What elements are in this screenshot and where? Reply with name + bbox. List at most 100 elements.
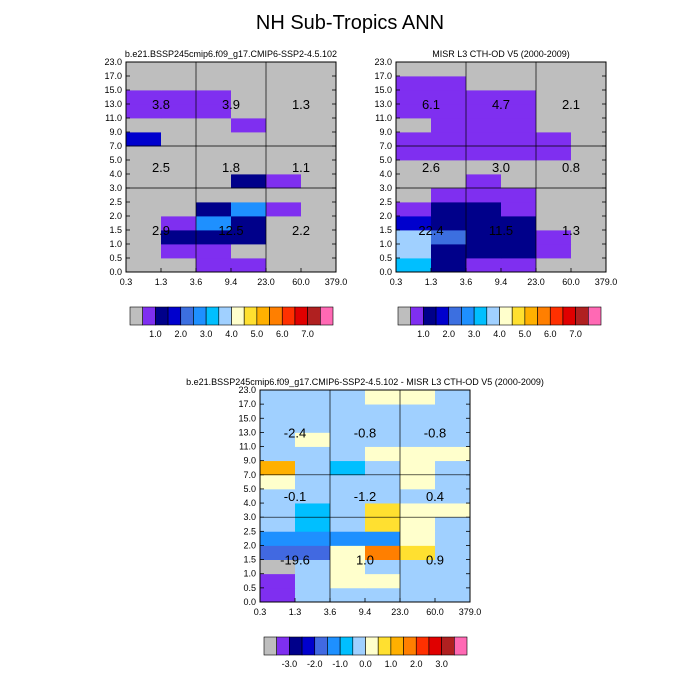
obs-summary-value: 11.5: [489, 223, 513, 238]
model-colorbar-label: 6.0: [276, 329, 289, 339]
colorbars: 1.0 2.0 3.0 4.0 5.0 6.0 7.0 1.0 2.0 3.0 4.0 5.0 6.0 7…: [129, 306, 602, 669]
obs-summary-value: 0.8: [562, 160, 580, 175]
obs-cell: [431, 202, 467, 217]
diff-cell: [295, 474, 331, 490]
model-cell: [161, 160, 197, 175]
model-cell: [126, 132, 162, 147]
model-colorbar-swatch: [269, 306, 283, 326]
obs-cell: [571, 174, 607, 189]
obs-cell: [431, 90, 467, 105]
model-cell: [161, 202, 197, 217]
obs-cell: [396, 202, 432, 217]
obs-cell: [466, 188, 502, 203]
diff-cell: [400, 390, 436, 405]
model-y-tick-label: 0.5: [109, 253, 122, 263]
model-colorbar-swatch: [307, 306, 321, 326]
model-y-tick-label: 7.0: [109, 141, 122, 151]
obs-colorbar-label: 2.0: [442, 329, 455, 339]
diff-cell: [330, 573, 366, 589]
model-cell: [301, 160, 337, 175]
obs-colorbar-swatch: [461, 306, 475, 326]
diff-x-tick-label: 60.0: [426, 607, 444, 617]
model-cell: [301, 174, 337, 189]
obs-cell: [466, 132, 502, 147]
model-cell: [196, 258, 232, 273]
obs-y-tick-label: 1.0: [379, 239, 392, 249]
obs-colorbar-label: 6.0: [544, 329, 557, 339]
model-colorbar-label: 2.0: [174, 329, 187, 339]
diff-cell: [260, 587, 296, 603]
diff-x-tick-label: 23.0: [391, 607, 409, 617]
obs-colorbar-swatch: [549, 306, 564, 326]
model-cell: [301, 118, 337, 133]
obs-cell: [431, 132, 467, 147]
model-cell: [266, 62, 302, 77]
diff-cell: [435, 531, 471, 546]
obs-cell: [501, 146, 537, 161]
obs-y-tick-label: 5.0: [379, 155, 392, 165]
obs-y-tick-label: 3.0: [379, 183, 392, 193]
diff-colorbar-swatch: [377, 636, 392, 656]
model-y-tick-label: 13.0: [104, 99, 122, 109]
obs-cell: [396, 62, 432, 77]
diff-cell: [295, 587, 331, 603]
diff-cell: [330, 545, 366, 560]
diff-cell: [330, 531, 366, 546]
diff-cell: [330, 432, 366, 447]
diff-colorbar-label: 3.0: [435, 659, 448, 669]
diff-y-tick-label: 3.0: [243, 512, 256, 522]
obs-cell: [396, 216, 432, 231]
model-colorbar-swatch: [218, 306, 232, 326]
model-cell: [126, 76, 162, 91]
obs-cell: [396, 230, 432, 245]
diff-cell: [400, 545, 436, 560]
model-cell: [196, 174, 232, 189]
diff-cell: [295, 517, 331, 532]
obs-cell: [571, 132, 607, 147]
diff-cell: [400, 432, 436, 447]
diff-colorbar-swatch: [454, 636, 468, 656]
diff-cell: [295, 404, 331, 419]
diff-x-tick-label: 0.3: [254, 607, 267, 617]
diff-x-tick-label: 379.0: [459, 607, 482, 617]
model-cell: [126, 258, 162, 273]
diff-cell: [295, 460, 331, 476]
diff-cell: [365, 531, 401, 546]
diff-colorbar: -3.0 -2.0 -1.0 0.0 1.0 2.0 3.0: [263, 636, 468, 669]
diff-colorbar-swatch: [428, 636, 442, 656]
diff-summary-value: -0.8: [354, 425, 376, 440]
obs-colorbar-swatch: [473, 306, 488, 326]
obs-colorbar-swatch: [410, 306, 424, 326]
obs-x-tick-label: 379.0: [595, 277, 618, 287]
obs-cell: [571, 230, 607, 245]
diff-cell: [365, 587, 401, 603]
model-cell: [266, 104, 302, 119]
diff-cell: [330, 587, 366, 603]
obs-y-tick-label: 17.0: [374, 71, 392, 81]
model-x-tick-label: 0.3: [120, 277, 133, 287]
obs-cell: [501, 244, 537, 259]
obs-cell: [501, 62, 537, 77]
obs-cell: [501, 188, 537, 203]
diff-summary-value: 0.9: [426, 553, 444, 568]
model-y-tick-label: 11.0: [105, 113, 122, 123]
diff-cell: [260, 559, 296, 575]
diff-colorbar-swatch: [441, 636, 455, 656]
obs-colorbar-swatch: [575, 306, 589, 326]
diff-cell: [260, 446, 296, 462]
diff-colorbar-swatch: [339, 636, 354, 656]
model-cell: [266, 146, 302, 161]
model-cell: [266, 118, 302, 133]
diff-cell: [400, 460, 436, 476]
diff-y-tick-label: 17.0: [238, 399, 256, 409]
obs-cell: [571, 202, 607, 217]
diff-colorbar-swatch: [263, 636, 277, 656]
diff-cell: [365, 390, 401, 405]
obs-y-tick-label: 13.0: [374, 99, 392, 109]
model-y-tick-label: 5.0: [109, 155, 122, 165]
model-cell: [231, 202, 267, 217]
obs-colorbar-swatch: [537, 306, 551, 326]
model-cell: [161, 244, 197, 259]
model-cell: [231, 174, 267, 189]
obs-colorbar-swatch: [448, 306, 462, 326]
